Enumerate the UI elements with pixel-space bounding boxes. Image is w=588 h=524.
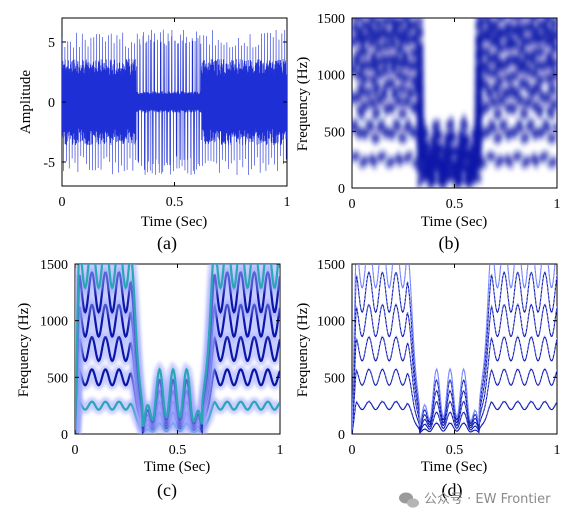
y-tick-label-b: 1000	[317, 69, 345, 84]
y-tick-label-a: 5	[48, 36, 55, 51]
x-tick-label-d: 1	[554, 443, 561, 458]
x-tick-label-a: 1	[284, 195, 291, 210]
x-tick-label-d: 0.5	[446, 443, 464, 458]
harmonic-track-dotted	[352, 335, 557, 433]
x-axis-label-b: Time (Sec)	[421, 214, 488, 230]
y-axis-label-c: Frequency (Hz)	[16, 303, 32, 398]
panel-b: 0 0.5 1 0 500 1000 1500 Time (Sec) Frequency (…	[295, 12, 561, 254]
panel-d: 0 0.5 1 0 500 1000 1500 Time (Sec) Frequency (…	[295, 258, 561, 501]
spectrogram-harmonic	[352, 145, 557, 188]
x-axis-label-d: Time (Sec)	[421, 459, 488, 475]
panel-label-d: (d)	[442, 480, 463, 501]
y-tick-label-c: 1500	[40, 258, 68, 273]
axes-b: 0 0.5 1 0 500 1000 1500	[317, 12, 561, 212]
y-tick-label-b: 0	[338, 182, 345, 197]
y-tick-label-a: -5	[43, 156, 55, 171]
harmonic-track-dotted	[352, 264, 556, 433]
spectrogram-b	[352, 18, 557, 188]
x-tick-label-c: 0	[72, 443, 79, 458]
axes-a: 0 0.5 1 -5 0 5	[43, 18, 291, 210]
x-tick-label-a: 0	[59, 195, 66, 210]
x-tick-label-b: 1	[554, 197, 561, 212]
panel-label-c: (c)	[157, 480, 177, 501]
y-tick-label-c: 0	[61, 428, 68, 443]
waveform-core	[201, 90, 287, 114]
spectrogram-harmonic	[352, 18, 557, 181]
wechat-icon	[399, 492, 419, 508]
y-tick-label-d: 1500	[317, 258, 345, 273]
x-axis-label-c: Time (Sec)	[144, 459, 211, 475]
panel-label-b: (b)	[439, 233, 460, 254]
x-tick-label-c: 1	[277, 443, 284, 458]
watermark: 公众号 · EW Frontier	[399, 492, 551, 508]
x-tick-label-a: 0.5	[166, 195, 184, 210]
y-tick-label-d: 0	[338, 428, 345, 443]
x-tick-label-c: 0.5	[169, 443, 187, 458]
y-tick-label-c: 500	[47, 371, 68, 386]
y-tick-label-d: 500	[324, 371, 345, 386]
x-axis-label-a: Time (Sec)	[141, 214, 208, 230]
y-tick-label-c: 1000	[40, 315, 68, 330]
axes-d: 0 0.5 1 0 500 1000 1500	[317, 258, 561, 458]
axes-c: 0 0.5 1 0 500 1000 1500	[40, 258, 284, 458]
y-tick-label-b: 1500	[317, 12, 345, 27]
x-tick-label-b: 0.5	[446, 197, 464, 212]
watermark-text: 公众号 · EW Frontier	[424, 492, 551, 507]
waveform-a	[62, 29, 287, 175]
harmonic-track	[352, 401, 557, 434]
if-estimate-d	[352, 264, 557, 434]
x-tick-label-b: 0	[349, 197, 356, 212]
spectrogram-energy	[352, 18, 557, 188]
harmonic-track-dotted	[352, 399, 557, 433]
y-axis-label-a: Amplitude	[18, 70, 34, 135]
waveform-core	[136, 93, 202, 111]
panel-c: 0 0.5 1 0 500 1000 1500 Time (Sec) Frequency (…	[16, 258, 284, 501]
panel-a: 0 0.5 1 -5 0 5 Time (Sec) Amplitude (a)	[18, 17, 291, 254]
y-axis-label-d: Frequency (Hz)	[295, 303, 311, 398]
harmonic-track	[75, 264, 280, 434]
harmonic-track-dotted	[352, 367, 557, 433]
y-tick-label-a: 0	[48, 96, 55, 111]
y-tick-label-d: 1000	[317, 315, 345, 330]
panel-label-a: (a)	[157, 233, 177, 254]
waveform-core	[62, 90, 137, 114]
if-estimate-c	[75, 264, 280, 434]
y-tick-label-b: 500	[324, 125, 345, 140]
x-tick-label-d: 0	[349, 443, 356, 458]
y-axis-label-b: Frequency (Hz)	[295, 57, 311, 152]
harmonic-track	[352, 368, 557, 434]
spectrogram-harmonic	[352, 85, 557, 186]
